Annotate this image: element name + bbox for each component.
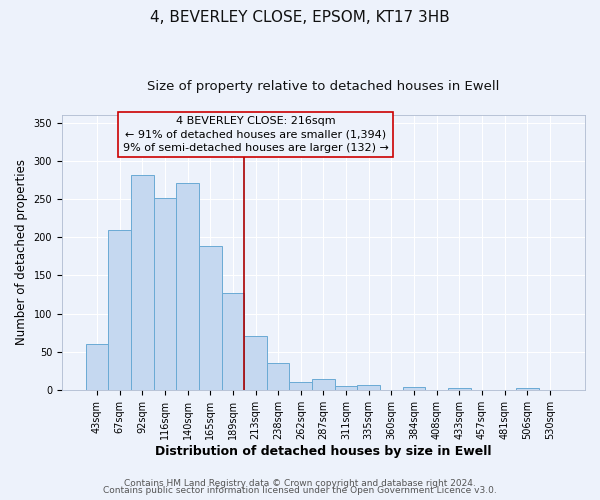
Bar (131, 174, 154, 390)
Title: Size of property relative to detached houses in Ewell: Size of property relative to detached ho… (147, 80, 500, 93)
Bar (199, 246, 221, 390)
Bar (154, 198, 176, 390)
Bar (312, 379, 335, 390)
Text: 4, BEVERLEY CLOSE, EPSOM, KT17 3HB: 4, BEVERLEY CLOSE, EPSOM, KT17 3HB (150, 10, 450, 25)
Bar (358, 386, 380, 390)
Bar (516, 388, 539, 390)
Bar (221, 293, 244, 390)
Bar (403, 387, 425, 390)
Bar (109, 230, 131, 390)
Bar (335, 386, 358, 390)
Text: 4 BEVERLEY CLOSE: 216sqm
← 91% of detached houses are smaller (1,394)
9% of semi: 4 BEVERLEY CLOSE: 216sqm ← 91% of detach… (122, 116, 388, 153)
Text: Contains public sector information licensed under the Open Government Licence v3: Contains public sector information licen… (103, 486, 497, 495)
Bar (448, 388, 470, 390)
Bar (176, 183, 199, 390)
Bar (86, 344, 109, 390)
Text: Contains HM Land Registry data © Crown copyright and database right 2024.: Contains HM Land Registry data © Crown c… (124, 478, 476, 488)
Bar (244, 336, 267, 390)
Bar (289, 382, 312, 390)
Bar (267, 363, 289, 390)
X-axis label: Distribution of detached houses by size in Ewell: Distribution of detached houses by size … (155, 444, 492, 458)
Y-axis label: Number of detached properties: Number of detached properties (15, 160, 28, 346)
